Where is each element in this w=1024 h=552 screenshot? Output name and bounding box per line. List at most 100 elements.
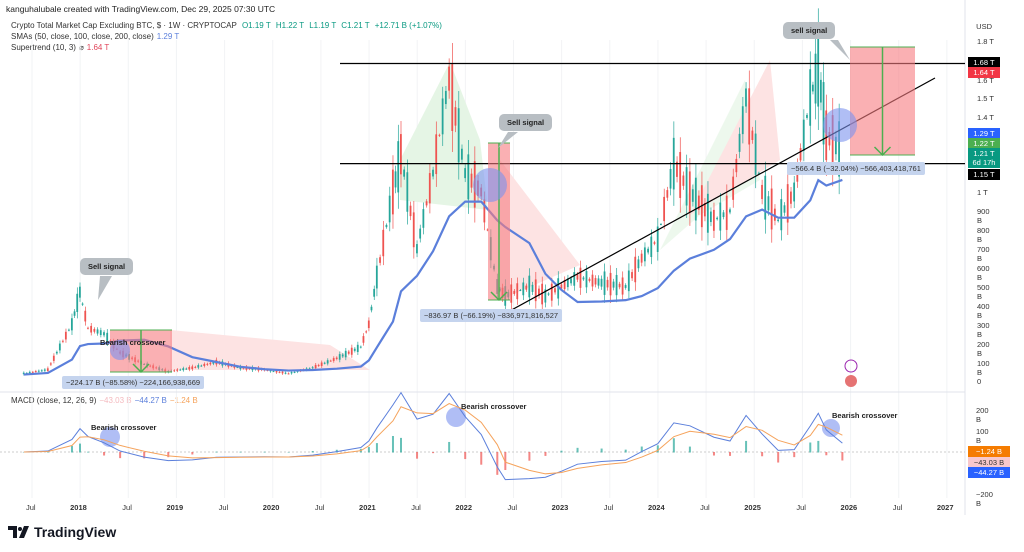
candle-body	[694, 177, 697, 221]
macd-hist-value: −43.03 B	[99, 396, 132, 405]
price-tag: 1.15 T	[968, 169, 1000, 180]
macd-label: MACD (close, 12, 26, 9)	[11, 396, 97, 405]
time-tick: Jul	[507, 503, 518, 512]
candle-body	[435, 134, 438, 175]
candle-body	[722, 212, 725, 218]
candle-body	[188, 366, 191, 370]
candle-body	[660, 224, 662, 226]
candle-body	[773, 208, 776, 221]
macd-histogram-bar	[544, 452, 547, 456]
candle-body	[612, 281, 615, 288]
sell-signal-callout: sell signal	[783, 22, 836, 39]
time-tick: 2023	[551, 503, 569, 512]
macd-histogram-bar	[400, 437, 402, 453]
bearish-crossover-note: Bearish crossover	[461, 402, 527, 411]
candle-body	[603, 271, 606, 295]
candle-body	[783, 205, 786, 213]
price-tick: 1.5 T	[977, 94, 994, 103]
candle-body	[403, 169, 406, 177]
macd-legend[interactable]: MACD (close, 12, 26, 9) −43.03 B −44.27 B −…	[11, 396, 198, 405]
price-tag: 1.68 T	[968, 57, 1000, 68]
macd-histogram-bar	[191, 452, 194, 455]
chart-credit: kanguhalubale created with TradingView.c…	[6, 4, 276, 14]
macd-histogram-bar	[167, 452, 170, 458]
candle-body	[780, 199, 783, 231]
time-tick: 2024	[647, 503, 665, 512]
candle-body	[541, 283, 544, 305]
candle-body	[656, 226, 659, 252]
time-tick: 2027	[936, 503, 954, 512]
lightning-icon	[844, 359, 858, 373]
candle-body	[212, 361, 215, 364]
candle-body	[819, 79, 822, 103]
candle-body	[738, 133, 741, 152]
supertrend-bull-fill	[660, 80, 760, 250]
candle-body	[64, 331, 67, 340]
candle-body	[93, 328, 96, 332]
candle-body	[422, 209, 425, 228]
candle-body	[22, 372, 25, 375]
macd-histogram-bar	[311, 451, 314, 453]
candle-body	[716, 217, 718, 220]
candle-body	[637, 259, 640, 269]
time-tick: Jul	[892, 503, 903, 512]
macd-histogram-bar	[464, 452, 467, 460]
candle-body	[200, 365, 203, 367]
macd-histogram-bar	[777, 452, 780, 463]
macd-line-value: −44.27 B	[134, 396, 167, 405]
crossover-circle	[473, 168, 507, 202]
candle-body	[37, 370, 40, 372]
candle-body	[375, 265, 378, 289]
candle-body	[46, 368, 49, 372]
macd-histogram-bar	[448, 441, 451, 453]
macd-histogram-bar	[624, 449, 627, 453]
candle-body	[735, 158, 738, 173]
candle-body	[236, 366, 239, 368]
macd-histogram-bar	[287, 451, 290, 453]
candle-body	[594, 278, 597, 285]
candle-body	[802, 119, 805, 151]
candle-body	[90, 325, 93, 333]
candle-body	[385, 224, 388, 228]
candle-body	[73, 311, 76, 316]
price-tick: 1.4 T	[977, 113, 994, 122]
measure-arrow-head	[873, 146, 892, 157]
macd-histogram-bar	[143, 452, 146, 459]
macd-histogram-bar	[825, 452, 828, 456]
supertrend-legend[interactable]: Supertrend (10, 3) ⌀ 1.64 T	[11, 43, 109, 52]
time-tick: Jul	[603, 503, 614, 512]
sma-legend[interactable]: SMAs (50, close, 100, close, 200, close)…	[11, 32, 179, 41]
candle-body	[457, 108, 460, 163]
candle-body	[663, 196, 666, 222]
supertrend-bear-fill	[170, 330, 370, 370]
candle-body	[764, 175, 767, 220]
flag-icon	[845, 375, 857, 387]
sell-signal-callout: Sell signal	[499, 114, 553, 131]
close-value: C1.21 T	[341, 21, 370, 30]
candle-body	[534, 279, 537, 302]
candle-body	[99, 330, 102, 336]
macd-histogram-bar	[432, 452, 435, 454]
candle-body	[311, 367, 314, 369]
macd-tag: −43.03 B	[968, 457, 1010, 468]
price-tick: 700 B	[977, 245, 990, 263]
candle-body	[441, 98, 444, 135]
candle-body	[409, 205, 412, 217]
hidden-icon[interactable]: ⌀	[78, 43, 84, 52]
price-tick: 500 B	[977, 283, 990, 301]
candle-body	[748, 88, 751, 145]
candle-body	[370, 306, 373, 311]
time-tick: Jul	[314, 503, 325, 512]
currency-label: USD	[976, 22, 992, 31]
candle-body	[809, 69, 812, 126]
macd-histogram-bar	[841, 452, 844, 461]
candle-body	[379, 257, 381, 263]
tradingview-logo[interactable]: TradingView	[8, 524, 116, 540]
change-value: +12.71 B (+1.07%)	[374, 21, 442, 30]
high-value: H1.22 T	[275, 21, 304, 30]
candle-body	[293, 371, 296, 373]
symbol-legend[interactable]: Crypto Total Market Cap Excluding BTC, $…	[11, 21, 442, 30]
symbol-title: Crypto Total Market Cap Excluding BTC, $…	[11, 21, 237, 30]
candle-body	[579, 267, 582, 288]
